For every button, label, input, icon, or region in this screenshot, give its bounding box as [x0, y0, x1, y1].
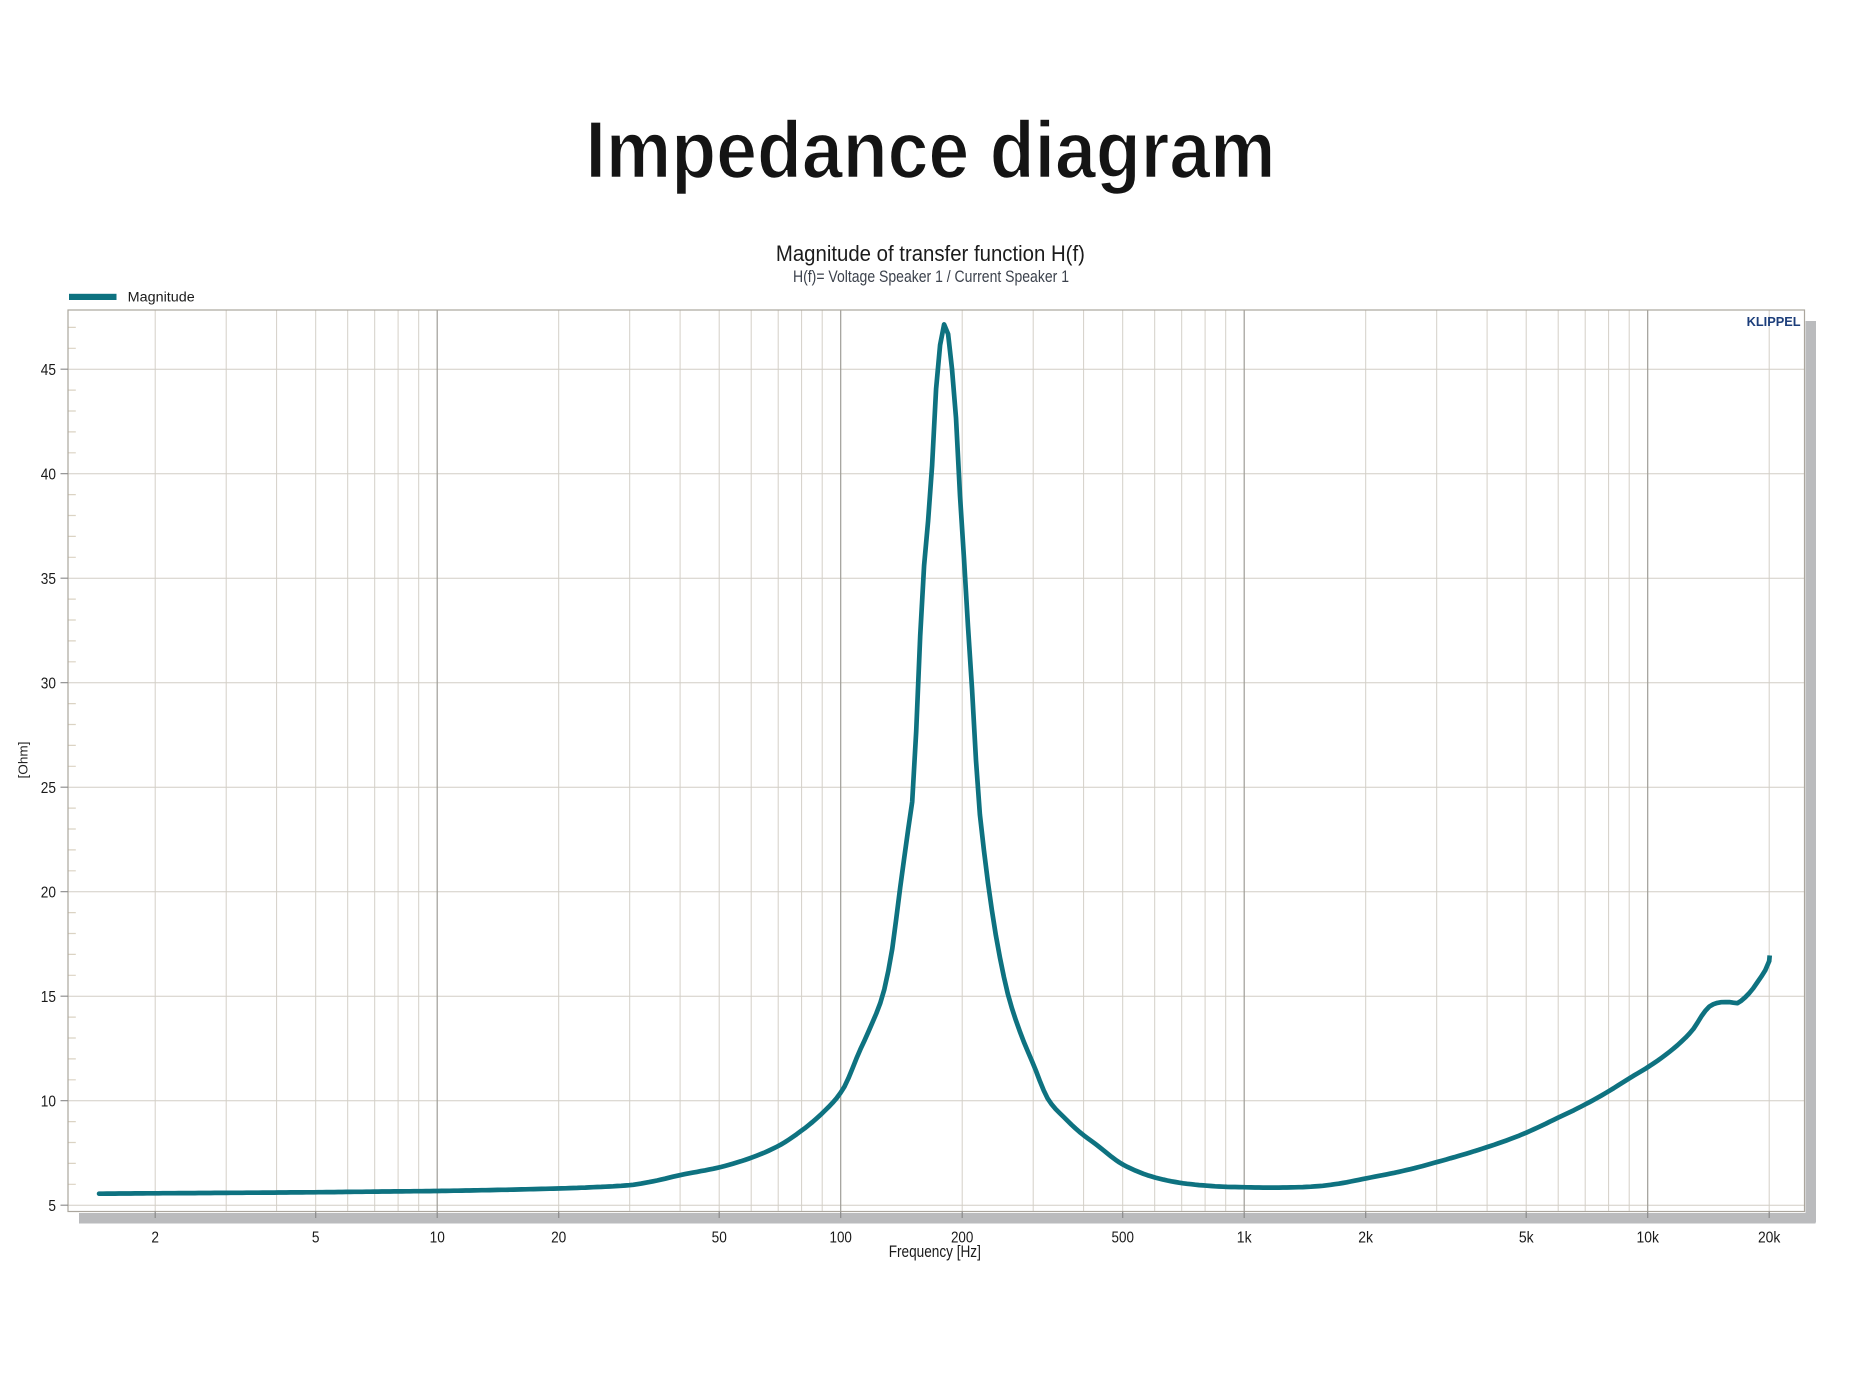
svg-text:Magnitude of transfer function: Magnitude of transfer function H(f)	[776, 241, 1085, 266]
svg-text:Magnitude: Magnitude	[128, 290, 195, 305]
svg-text:KLIPPEL: KLIPPEL	[1747, 314, 1801, 329]
svg-text:Impedance diagram: Impedance diagram	[586, 106, 1276, 196]
svg-text:20k: 20k	[1758, 1230, 1781, 1247]
svg-text:40: 40	[41, 467, 56, 484]
svg-text:5: 5	[48, 1198, 56, 1215]
svg-text:45: 45	[41, 362, 56, 379]
svg-text:15: 15	[41, 989, 56, 1006]
svg-text:Frequency [Hz]: Frequency [Hz]	[889, 1243, 981, 1261]
svg-text:35: 35	[41, 571, 56, 588]
svg-text:500: 500	[1112, 1230, 1134, 1247]
svg-text:200: 200	[951, 1230, 973, 1247]
svg-text:30: 30	[41, 676, 56, 693]
svg-text:5: 5	[312, 1230, 320, 1247]
svg-text:2: 2	[151, 1230, 159, 1247]
svg-text:1k: 1k	[1237, 1230, 1253, 1247]
svg-text:10: 10	[41, 1094, 56, 1111]
svg-text:5k: 5k	[1519, 1230, 1535, 1247]
svg-text:25: 25	[41, 780, 56, 797]
svg-text:20: 20	[551, 1230, 566, 1247]
svg-text:10k: 10k	[1637, 1230, 1660, 1247]
svg-text:2k: 2k	[1358, 1230, 1374, 1247]
svg-text:20: 20	[41, 885, 56, 902]
svg-text:50: 50	[712, 1230, 727, 1247]
svg-text:[Ohm]: [Ohm]	[16, 742, 31, 779]
svg-text:H(f)= Voltage Speaker 1 / Curr: H(f)= Voltage Speaker 1 / Current Speake…	[793, 267, 1069, 286]
svg-text:10: 10	[430, 1230, 445, 1247]
svg-text:100: 100	[830, 1230, 852, 1247]
